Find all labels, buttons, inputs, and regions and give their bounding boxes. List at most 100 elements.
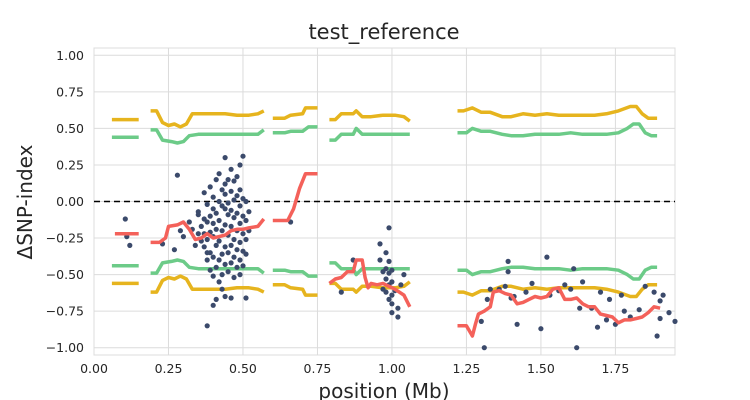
snp-point [386,296,392,302]
snp-point [186,219,192,225]
snp-point [225,177,231,183]
snp-point [192,242,198,248]
ci99-lower-line [329,261,410,277]
snp-point [219,272,225,278]
snp-point [210,194,216,200]
snp-point [216,238,222,244]
snp-point [228,295,234,301]
snp-point [237,203,243,209]
snp-point [231,215,237,221]
snp-point [213,177,219,183]
snp-point [210,302,216,308]
x-tick-label: 1.50 [527,361,555,376]
snp-point [210,220,216,226]
snp-point [562,282,568,288]
snp-point [401,272,407,278]
x-axis-title: position (Mb) [318,379,449,400]
snp-point [204,201,210,207]
ci95-lower-line [272,283,318,297]
snp-point [389,279,395,285]
snp-point [389,301,395,307]
snp-point [210,273,216,279]
snp-point [657,315,663,322]
snp-point [571,266,577,272]
snp-point [481,345,487,351]
snp-point [204,219,210,225]
snp-point [597,289,604,295]
snp-point [201,190,207,196]
snp-point [222,155,228,161]
snp-point [478,318,484,324]
y-tick-label: 0.50 [56,121,84,136]
snp-point [487,286,493,292]
snp-point [237,162,243,168]
snp-point [237,257,243,263]
ci99-upper-line [272,125,318,135]
snp-point [377,241,383,247]
snp-point [580,279,586,285]
snp-point [618,292,625,298]
ci99-lower-line [457,265,658,281]
snp-point [389,292,395,298]
snp-point [216,171,222,177]
snp-point [231,197,237,203]
ci-lines [111,104,658,299]
snp-point [219,286,225,292]
snp-point [216,198,222,205]
snp-point [666,310,672,316]
snp-point [213,264,219,270]
snp-point [225,200,231,206]
snp-point [213,210,219,216]
snp-point [237,220,243,226]
snp-point [177,228,183,234]
snp-point [222,191,228,197]
snp-point [231,178,237,184]
snp-point [234,264,240,270]
y-tick-label: −0.75 [46,304,84,319]
snp-point [225,269,231,275]
ci99-upper-line [150,128,265,145]
snp-point [222,244,228,250]
x-tick-label: 1.25 [453,361,481,376]
snp-point [207,213,213,219]
snp-point [222,261,228,267]
ci99-upper-line [329,126,410,142]
y-tick-label: 0.25 [56,157,84,172]
snp-point [538,326,544,332]
snp-point [207,184,213,190]
snp-point [222,206,228,212]
snp-point [240,263,246,269]
delta-snp-lines [114,171,661,338]
snp-point [216,217,222,224]
x-tick-label: 1.00 [378,361,406,376]
snp-point [207,250,213,256]
snp-point [213,296,219,302]
snp-point [228,207,234,213]
snp-point [234,210,240,216]
snp-point [240,231,246,237]
snp-point [216,279,222,285]
snp-point [529,280,535,286]
ci95-upper-line [457,104,658,120]
delta-snp-line [150,217,266,245]
snp-point [389,310,395,316]
snp-point [219,228,225,234]
snp-point [234,247,240,253]
snp-point [484,296,490,302]
delta-snp-line [328,258,412,308]
snp-point [636,307,642,313]
x-tick-label: 0.00 [80,361,108,376]
snp-point [122,216,128,222]
snp-point [642,283,648,289]
delta-snp-line [272,171,318,223]
snp-point [225,212,231,218]
snp-point [395,305,401,311]
snp-point [651,289,657,295]
snp-point [198,223,204,229]
snp-point [237,239,243,245]
x-tick-labels: 0.00 0.25 0.50 0.75 1.00 1.25 1.50 1.75 [80,361,629,376]
snp-point [505,258,511,264]
snp-point [398,282,404,288]
snp-point [204,236,210,243]
